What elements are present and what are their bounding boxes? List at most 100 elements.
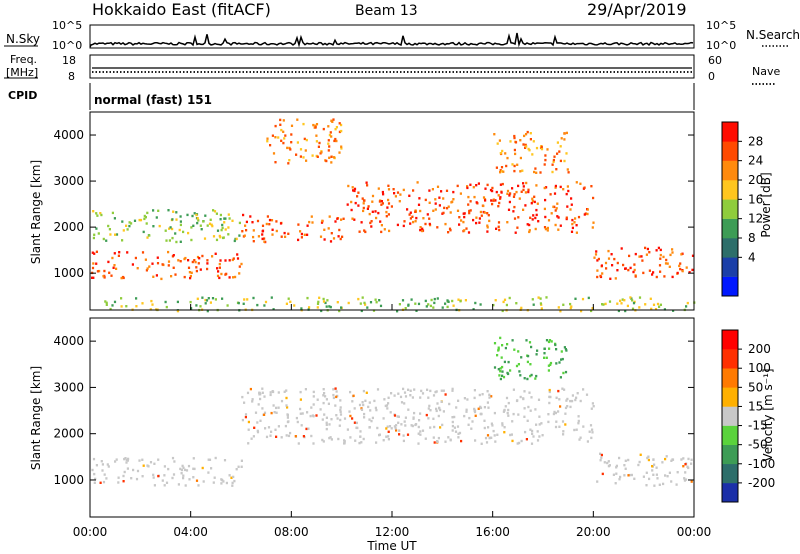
power-echo-cell: [607, 257, 611, 260]
power-echo-cell: [367, 205, 370, 208]
power-echo-cell: [619, 299, 622, 302]
velocity-echo-cell: [386, 425, 389, 428]
velocity-echo-cell: [574, 398, 577, 402]
velocity-echo-cell: [348, 410, 351, 413]
velocity-echo-cell: [548, 388, 551, 392]
velocity-echo-cell: [353, 421, 356, 424]
velocity-echo-cell: [307, 427, 310, 430]
velocity-echo-cell: [402, 439, 405, 443]
velocity-echo-cell: [197, 484, 200, 487]
power-echo-cell: [167, 209, 170, 212]
power-echo-cell: [528, 229, 531, 232]
velocity-echo-cell: [520, 439, 523, 443]
velocity-echo-cell: [310, 434, 313, 438]
velocity-echo-cell: [432, 394, 436, 397]
colorbar-swatch: [722, 349, 738, 369]
power-echo-cell: [527, 190, 530, 194]
power-echo-cell: [274, 124, 277, 128]
power-echo-cell: [657, 246, 660, 250]
power-echo-cell: [650, 307, 653, 311]
power-echoes: [91, 118, 696, 313]
power-echo-cell: [224, 228, 227, 231]
velocity-echo-cell: [222, 480, 225, 483]
power-echo-cell: [183, 257, 186, 261]
velocity-echo-cell: [480, 412, 483, 416]
velocity-echo-cell: [384, 404, 387, 408]
power-echo-cell: [175, 211, 178, 214]
power-echo-cell: [308, 306, 311, 309]
velocity-echo-cell: [453, 426, 456, 429]
power-echo-cell: [256, 219, 260, 223]
power-echo-cell: [364, 230, 367, 234]
power-echo-cell: [507, 208, 511, 211]
velocity-echo-cell: [263, 411, 267, 414]
velocity-echo-cell: [487, 406, 490, 409]
power-echo-cell: [272, 308, 275, 311]
power-echo-cell: [498, 139, 501, 142]
velocity-echo-cell: [535, 423, 538, 426]
velocity-echo-cell: [286, 406, 289, 409]
power-echo-cell: [387, 198, 390, 202]
power-echo-cell: [207, 297, 210, 300]
velocity-echo-cell: [267, 426, 271, 429]
velocity-echo-cell: [454, 430, 458, 433]
power-echo-cell: [475, 221, 478, 225]
power-echo-cell: [231, 219, 234, 222]
power-echo-cell: [681, 269, 684, 273]
power-echo-cell: [172, 254, 175, 257]
power-echo-cell: [256, 303, 259, 307]
velocity-echo-cell: [393, 394, 396, 397]
velocity-echo-cell: [261, 407, 264, 410]
velocity-echo-cell: [123, 470, 126, 474]
power-echo-cell: [261, 233, 264, 236]
velocity-echo-cell: [499, 367, 502, 370]
power-echo-cell: [532, 140, 535, 143]
power-echo-cell: [340, 129, 343, 133]
power-echo-cell: [327, 149, 330, 152]
power-echo-cell: [277, 136, 280, 139]
velocity-echo-cell: [639, 453, 642, 456]
velocity-echo-cell: [127, 457, 130, 461]
velocity-echo-cell: [249, 387, 252, 391]
y-tick-label: 3000: [53, 174, 84, 188]
power-echo-cell: [340, 123, 343, 127]
velocity-echo-cell: [403, 420, 406, 423]
power-echo-cell: [209, 301, 212, 304]
velocity-echo-cell: [361, 401, 364, 404]
velocity-echo-cell: [496, 433, 499, 436]
power-echo-cell: [213, 210, 217, 213]
velocity-echo-cell: [547, 340, 551, 344]
velocity-echo-cell: [536, 430, 539, 433]
power-echo-cell: [498, 201, 501, 205]
power-echo-cell: [473, 195, 476, 199]
power-echo-cell: [279, 123, 282, 126]
velocity-echo-cell: [358, 403, 362, 407]
power-echo-cell: [565, 131, 568, 135]
x-tick-label: 20:00: [576, 525, 611, 539]
velocity-echo-cell: [275, 435, 278, 438]
power-echo-cell: [527, 188, 530, 191]
power-echo-cell: [433, 297, 436, 301]
power-echo-cell: [232, 257, 235, 260]
velocity-echo-cell: [264, 427, 267, 430]
velocity-echo-cell: [557, 389, 560, 393]
power-echo-cell: [509, 192, 512, 195]
power-echo-cell: [419, 228, 422, 232]
velocity-echo-cell: [473, 389, 476, 392]
velocity-echo-cell: [184, 484, 187, 487]
velocity-echo-cell: [543, 352, 546, 355]
x-tick-label: 04:00: [173, 525, 208, 539]
power-echo-cell: [575, 181, 578, 184]
power-echo-cell: [216, 229, 220, 232]
power-echo-cell: [663, 308, 666, 311]
power-echo-cell: [122, 229, 125, 232]
power-echo-cell: [671, 275, 674, 279]
power-echo-cell: [537, 220, 540, 223]
velocity-echo-cell: [338, 424, 341, 427]
velocity-echo-cell: [530, 442, 534, 445]
power-echo-cell: [499, 152, 502, 155]
velocity-echo-cell: [272, 404, 275, 407]
power-echo-cell: [432, 209, 435, 212]
velocity-echo-cell: [517, 363, 520, 366]
power-echo-cell: [238, 265, 241, 268]
